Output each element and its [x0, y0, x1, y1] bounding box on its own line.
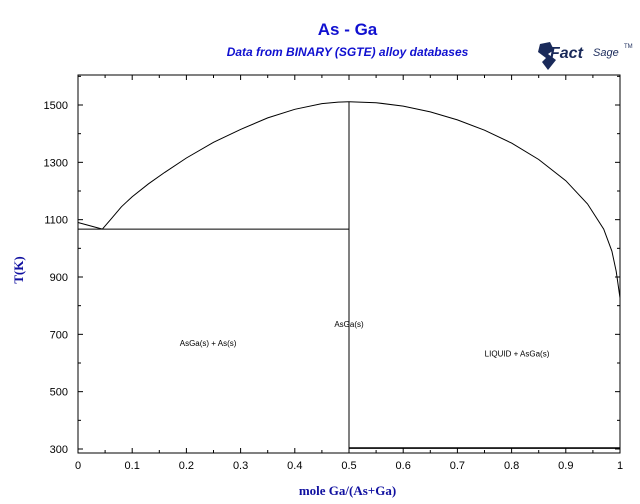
x-tick-label: 0.5: [341, 460, 356, 472]
phase-boundary-1: [102, 101, 350, 230]
region-label: LIQUID + AsGa(s): [485, 350, 550, 359]
chart-title: As - Ga: [317, 20, 378, 39]
factsage-logo-icon: [538, 42, 556, 70]
x-tick-label: 0.7: [450, 460, 465, 472]
x-tick-label: 0.9: [558, 460, 573, 472]
y-tick-label: 900: [50, 272, 68, 284]
y-tick-label: 300: [50, 444, 68, 456]
y-tick-label: 1500: [44, 100, 68, 112]
x-tick-label: 0.1: [125, 460, 140, 472]
x-tick-label: 0.4: [287, 460, 302, 472]
x-tick-label: 0.8: [504, 460, 519, 472]
y-tick-label: 1100: [44, 215, 68, 227]
region-labels: AsGa(s) + As(s) AsGa(s) LIQUID + AsGa(s): [180, 320, 550, 359]
x-tick-label: 1: [617, 460, 623, 472]
factsage-logo: Fact Sage TM: [536, 40, 640, 72]
region-label: AsGa(s): [334, 320, 364, 329]
logo-trademark: TM: [624, 44, 633, 50]
logo-text-sage: Sage: [593, 47, 619, 59]
chart-subtitle: Data from BINARY (SGTE) alloy databases: [226, 45, 469, 59]
y-tick-label: 1300: [44, 157, 68, 169]
x-tick-label: 0.3: [233, 460, 248, 472]
y-axis-label: T(K): [11, 256, 26, 284]
region-label: AsGa(s) + As(s): [180, 339, 237, 348]
phase-boundary-2: [348, 101, 621, 298]
y-tick-label: 500: [50, 387, 68, 399]
logo-text-fact: Fact: [550, 45, 583, 62]
x-axis-label: mole Ga/(As+Ga): [298, 483, 397, 498]
x-tick-label: 0.2: [179, 460, 194, 472]
x-tick-label: 0: [75, 460, 81, 472]
y-tick-label: 700: [50, 329, 68, 341]
x-tick-label: 0.6: [396, 460, 411, 472]
y-axis-ticks: 300 500 700 900 1100 1300 1500: [44, 75, 620, 456]
phase-boundaries: [77, 101, 621, 449]
x-axis-ticks: 0 0.1 0.2 0.3 0.4 0.5 0.6 0.7 0.8 0.9 1: [75, 75, 623, 472]
phase-boundary-0: [77, 222, 103, 230]
